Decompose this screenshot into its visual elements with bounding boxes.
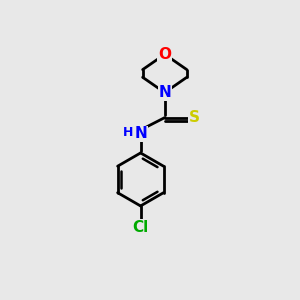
Text: N: N	[134, 126, 147, 141]
Text: N: N	[158, 85, 171, 100]
Text: H: H	[123, 126, 133, 139]
Text: Cl: Cl	[133, 220, 149, 235]
Text: O: O	[158, 47, 171, 62]
Text: S: S	[189, 110, 200, 125]
